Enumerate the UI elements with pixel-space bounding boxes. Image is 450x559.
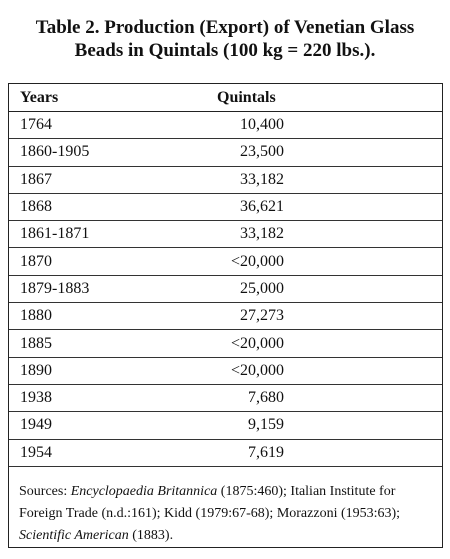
quintals-cell [284,275,442,304]
table-frame: Years Quintals 1764 10,400 1860-1905 23,500… [8,83,443,548]
quintals-cell: 23,500 [170,138,284,167]
sources-note: Sources: Encyclopaedia Britannica (1875:… [9,467,442,547]
note-title: Encyclopaedia Britannica [70,483,218,499]
table-row: 1938 7,680 [9,384,442,413]
year-cell: 1861-1871 [9,220,170,249]
year-cell: 1879-1883 [9,275,170,304]
table-row: 1870 <20,000 [9,247,442,276]
quintals-cell [284,411,442,440]
year-cell: 1868 [9,193,170,222]
quintals-cell [284,220,442,249]
quintals-cell [284,302,442,331]
quintals-cell [284,138,442,167]
year-cell: 1954 [9,439,170,467]
quintals-cell: 7,680 [170,384,284,413]
note-text: (1883). [128,527,174,543]
data-table: Years Quintals 1764 10,400 1860-1905 23,500… [9,84,442,467]
title-line: Beads in Quintals (100 kg = 220 lbs.). [74,40,376,61]
year-cell: 1890 [9,357,170,385]
table-row: 1949 9,159 [9,411,442,440]
column-header [284,84,442,112]
quintals-cell: 33,182 [170,220,284,249]
year-cell: 1938 [9,384,170,413]
note-text: Sources: [19,483,71,499]
year-cell: 1870 [9,247,170,276]
quintals-cell: 36,621 [170,193,284,222]
quintals-cell: 7,619 [170,439,284,467]
quintals-cell [284,439,442,467]
title-line: Table 2. Production (Export) of Venetian… [35,17,415,38]
quintals-cell: 33,182 [170,166,284,194]
quintals-cell [284,329,442,358]
quintals-cell: 25,000 [170,275,284,304]
year-cell: 1880 [9,302,170,331]
quintals-cell [284,111,442,140]
table-row: 1867 33,182 [9,166,442,194]
quintals-cell: <20,000 [170,329,284,358]
quintals-cell: 27,273 [170,302,284,331]
quintals-cell: <20,000 [170,357,284,385]
note-title: Scientific American [19,527,129,543]
table-row: 1861-1871 33,182 [9,220,442,249]
quintals-cell: 9,159 [170,411,284,440]
column-header: Quintals [170,84,284,112]
year-cell: 1885 [9,329,170,358]
quintals-cell [284,357,442,385]
quintals-cell: 10,400 [170,111,284,140]
quintals-cell [284,166,442,194]
table-row: 1860-1905 23,500 [9,138,442,167]
column-header: Years [9,84,170,112]
table-row: 1890 <20,000 [9,357,442,385]
table-row: 1764 10,400 [9,111,442,140]
table-row: 1879-1883 25,000 [9,275,442,304]
table-row: 1880 27,273 [9,302,442,331]
header-row: Years Quintals [9,84,442,112]
year-cell: 1867 [9,166,170,194]
table-row: 1885 <20,000 [9,329,442,358]
table-title: Table 2. Production (Export) of Venetian… [0,16,450,62]
quintals-cell [284,384,442,413]
table-row: 1954 7,619 [9,439,442,467]
quintals-cell: <20,000 [170,247,284,276]
note-text: (1875:460); Italian Institute for Foreig… [19,483,401,521]
year-cell: 1764 [9,111,170,140]
quintals-cell [284,193,442,222]
year-cell: 1860-1905 [9,138,170,167]
quintals-cell [284,247,442,276]
year-cell: 1949 [9,411,170,440]
table-row: 1868 36,621 [9,193,442,222]
